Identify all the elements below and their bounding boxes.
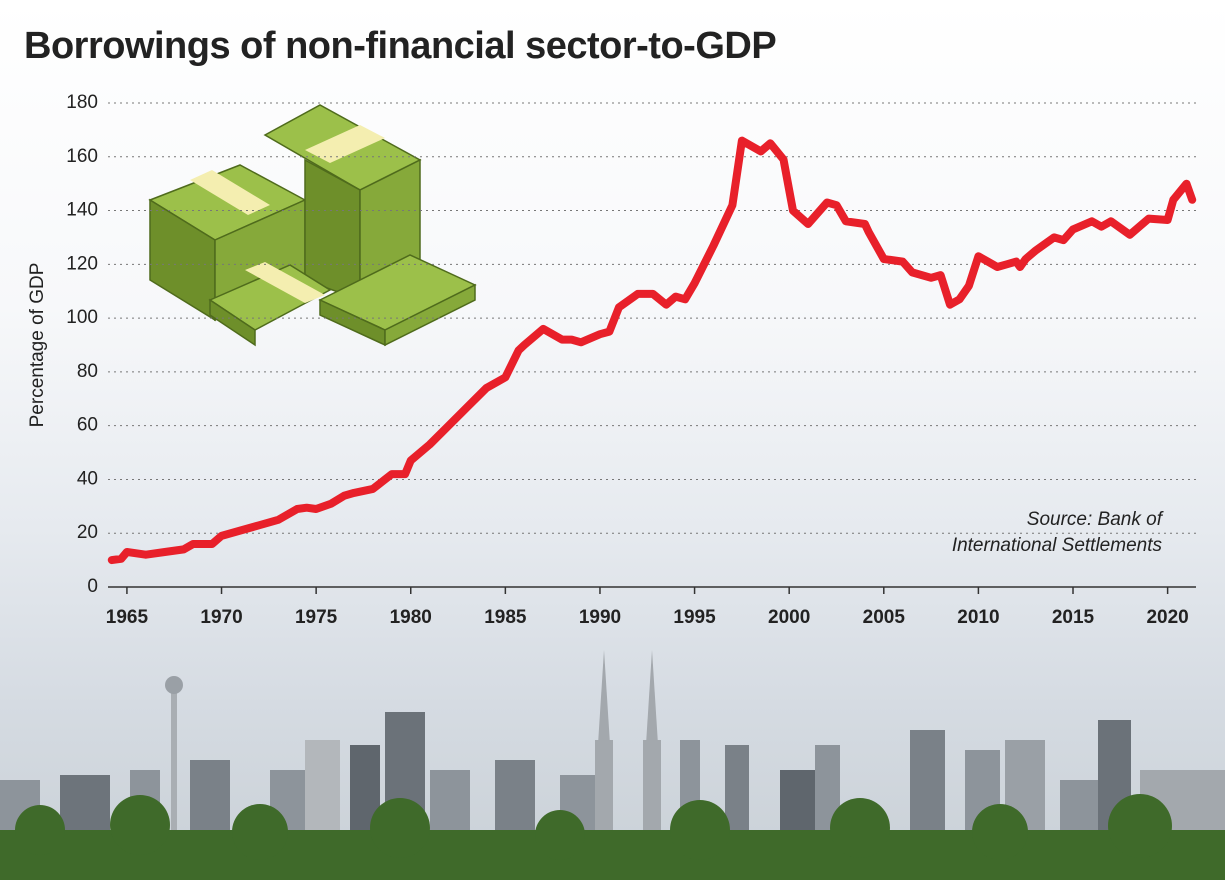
y-tick-label: 120	[66, 253, 98, 274]
y-tick-label: 0	[87, 576, 98, 597]
x-tick-label: 2005	[863, 607, 906, 628]
y-tick-label: 20	[77, 522, 98, 543]
y-tick-label: 60	[77, 415, 98, 436]
y-tick-label: 40	[77, 468, 98, 489]
x-tick-label: 1995	[673, 607, 716, 628]
money-icon	[148, 104, 477, 347]
x-tick-label: 2000	[768, 607, 810, 628]
y-tick-label: 160	[66, 146, 98, 167]
trees	[0, 794, 1225, 880]
x-tick-label: 1990	[579, 607, 621, 628]
skyline	[0, 650, 1225, 840]
x-tick-label: 2020	[1146, 607, 1188, 628]
chart-title: Borrowings of non-financial sector-to-GD…	[24, 25, 776, 67]
x-tick-label: 1975	[295, 607, 338, 628]
x-tick-label: 2015	[1052, 607, 1095, 628]
x-tick-label: 1985	[484, 607, 527, 628]
x-tick-label: 2010	[957, 607, 999, 628]
annotation: International Settlements	[952, 535, 1163, 556]
x-tick-label: 1980	[390, 607, 432, 628]
y-tick-label: 180	[66, 92, 98, 113]
y-tick-label: 140	[66, 200, 98, 221]
x-tick-label: 1970	[200, 607, 242, 628]
x-tick-label: 1965	[106, 607, 149, 628]
data-line	[107, 136, 1197, 565]
y-axis-label: Percentage of GDP	[27, 263, 48, 428]
y-tick-label: 80	[77, 361, 98, 382]
y-tick-label: 100	[66, 307, 98, 328]
annotation: Source: Bank of	[1027, 509, 1164, 530]
